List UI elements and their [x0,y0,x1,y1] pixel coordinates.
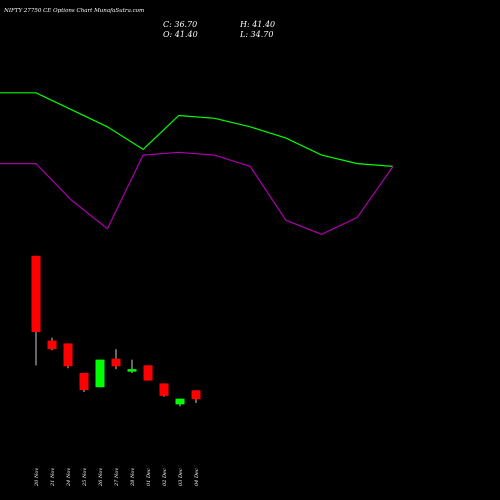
candle-body [111,358,121,367]
candle-body [95,359,105,388]
overlay-line-green [0,92,394,167]
x-tick-label: 24 Nov [66,468,72,487]
overlay-line-magenta [0,151,394,235]
x-tick-label: 01 Dec [146,468,152,486]
x-tick-label: 03 Dec [178,468,184,486]
candle-body [63,343,73,367]
chart-title: NIFTY 27750 CE Options Chart MunafaSutra… [4,8,145,14]
candle-body [127,369,137,372]
close-value: C: 36.70 [163,20,198,29]
candle-body [47,340,57,350]
open-value: O: 41.40 [163,30,198,39]
candle-body [175,398,185,405]
x-tick-label: 27 Nov [114,468,120,487]
candle-body [143,365,153,381]
x-tick-label: 20 Nov [34,468,40,487]
high-value: H: 41.40 [240,20,276,29]
candle-body [31,255,41,332]
x-tick-label: 26 Nov [98,468,104,487]
x-tick-label: 28 Nov [130,468,136,487]
x-tick-label: 02 Dec [162,468,168,486]
x-tick-label: 04 Dec [194,468,200,486]
low-value: L: 34.70 [240,30,274,39]
candle-body [191,390,201,400]
candle-body [79,372,89,391]
candle-body [159,383,169,396]
x-tick-label: 21 Nov [50,468,56,487]
x-tick-label: 25 Nov [82,468,88,487]
